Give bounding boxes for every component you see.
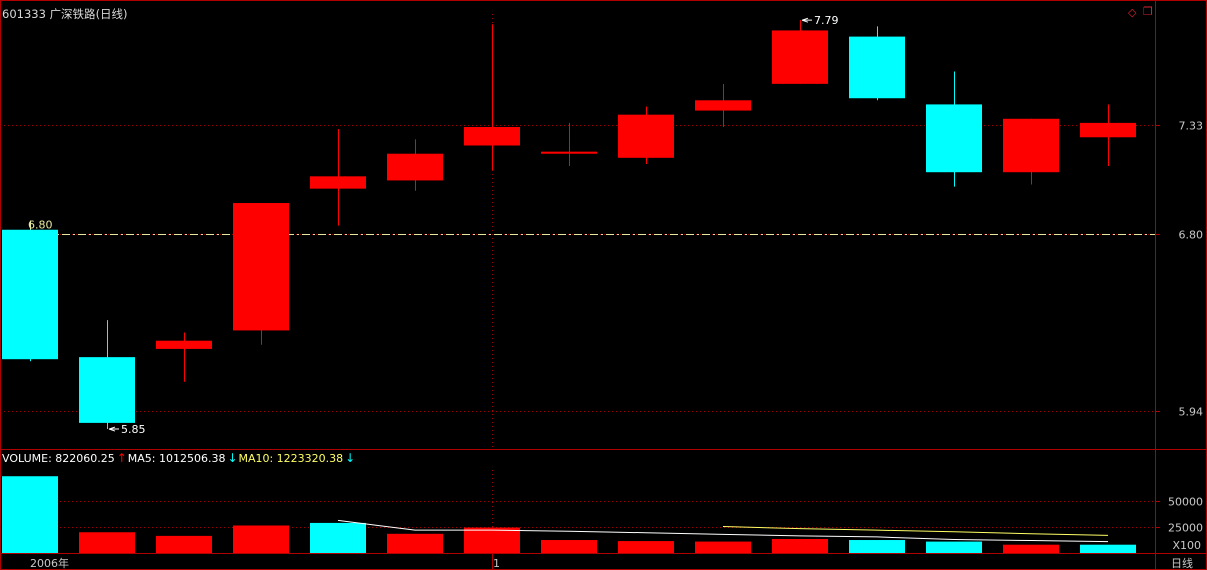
candle-up[interactable] [695,100,751,111]
volume-bar-down[interactable] [926,541,982,553]
volume-bar-down[interactable] [1080,544,1136,553]
volume-bar-up[interactable] [464,527,520,553]
stock-name: 广深铁路 [49,7,96,21]
volume-bar-up[interactable] [79,532,135,553]
volume-readout-2: MA10: 1223320.38 [238,452,343,465]
candle-up[interactable] [156,340,212,349]
candle-up[interactable] [1080,122,1136,138]
candle-down[interactable] [79,357,135,423]
price-tick-label: 5.94 [1179,406,1204,419]
period-label: 日线 [1171,556,1193,570]
candle-up[interactable] [387,153,443,181]
volume-bar-up[interactable] [156,535,212,553]
volume-readout-arrow: ↓ [227,451,237,465]
candle-down[interactable] [926,104,982,173]
volume-tick-label: 50000 [1168,496,1203,509]
volume-bar-up[interactable] [772,538,828,553]
candle-up[interactable] [541,151,597,154]
period-label: (日线) [95,7,128,21]
price-tick-label: 6.80 [1179,229,1204,242]
candle-up[interactable] [310,176,366,189]
chart-title: 601333 广深铁路(日线) [2,6,128,22]
volume-bar-down[interactable] [2,476,58,553]
volume-readout-arrow: ↑ [117,451,127,465]
volume-bar-up[interactable] [618,541,674,553]
reference-line-label: 6.80 [28,219,53,232]
time-axis-label: 1 [493,557,500,570]
price-annotation-label: 7.79 [814,14,839,27]
candle-up[interactable] [464,127,520,146]
volume-bar-down[interactable] [310,522,366,553]
volume-readout-1: MA5: 1012506.38 [128,452,226,465]
candle-down[interactable] [849,36,905,99]
volume-readout-0: VOLUME: 822060.25 [2,452,115,465]
ma10-line [722,526,1109,536]
volume-bar-up[interactable] [387,533,443,553]
diamond-icon[interactable]: ◇ [1128,6,1137,19]
candle-up[interactable] [772,30,828,84]
price-annotation-arrow [108,426,119,432]
candle-down[interactable] [2,229,58,360]
price-annotation-label: 5.85 [121,423,146,436]
stock-code: 601333 [2,7,46,21]
ma5-line [337,519,1109,543]
volume-bar-up[interactable] [233,525,289,553]
volume-readout-arrow: ↓ [345,451,355,465]
volume-bar-up[interactable] [1003,544,1059,553]
volume-bar-down[interactable] [849,540,905,553]
volume-tick-label: 25000 [1168,522,1203,535]
volume-bar-up[interactable] [541,540,597,553]
price-annotation-arrow [801,17,812,23]
candle-up[interactable] [618,114,674,158]
volume-bar-up[interactable] [695,541,751,553]
candle-up[interactable] [233,203,289,331]
time-axis-label: 2006年 [30,556,69,570]
square-icon[interactable]: ❐ [1143,5,1153,18]
price-tick-label: 7.33 [1179,120,1204,133]
volume-unit-label: X100 [1172,539,1201,552]
candle-up[interactable] [1003,118,1059,173]
